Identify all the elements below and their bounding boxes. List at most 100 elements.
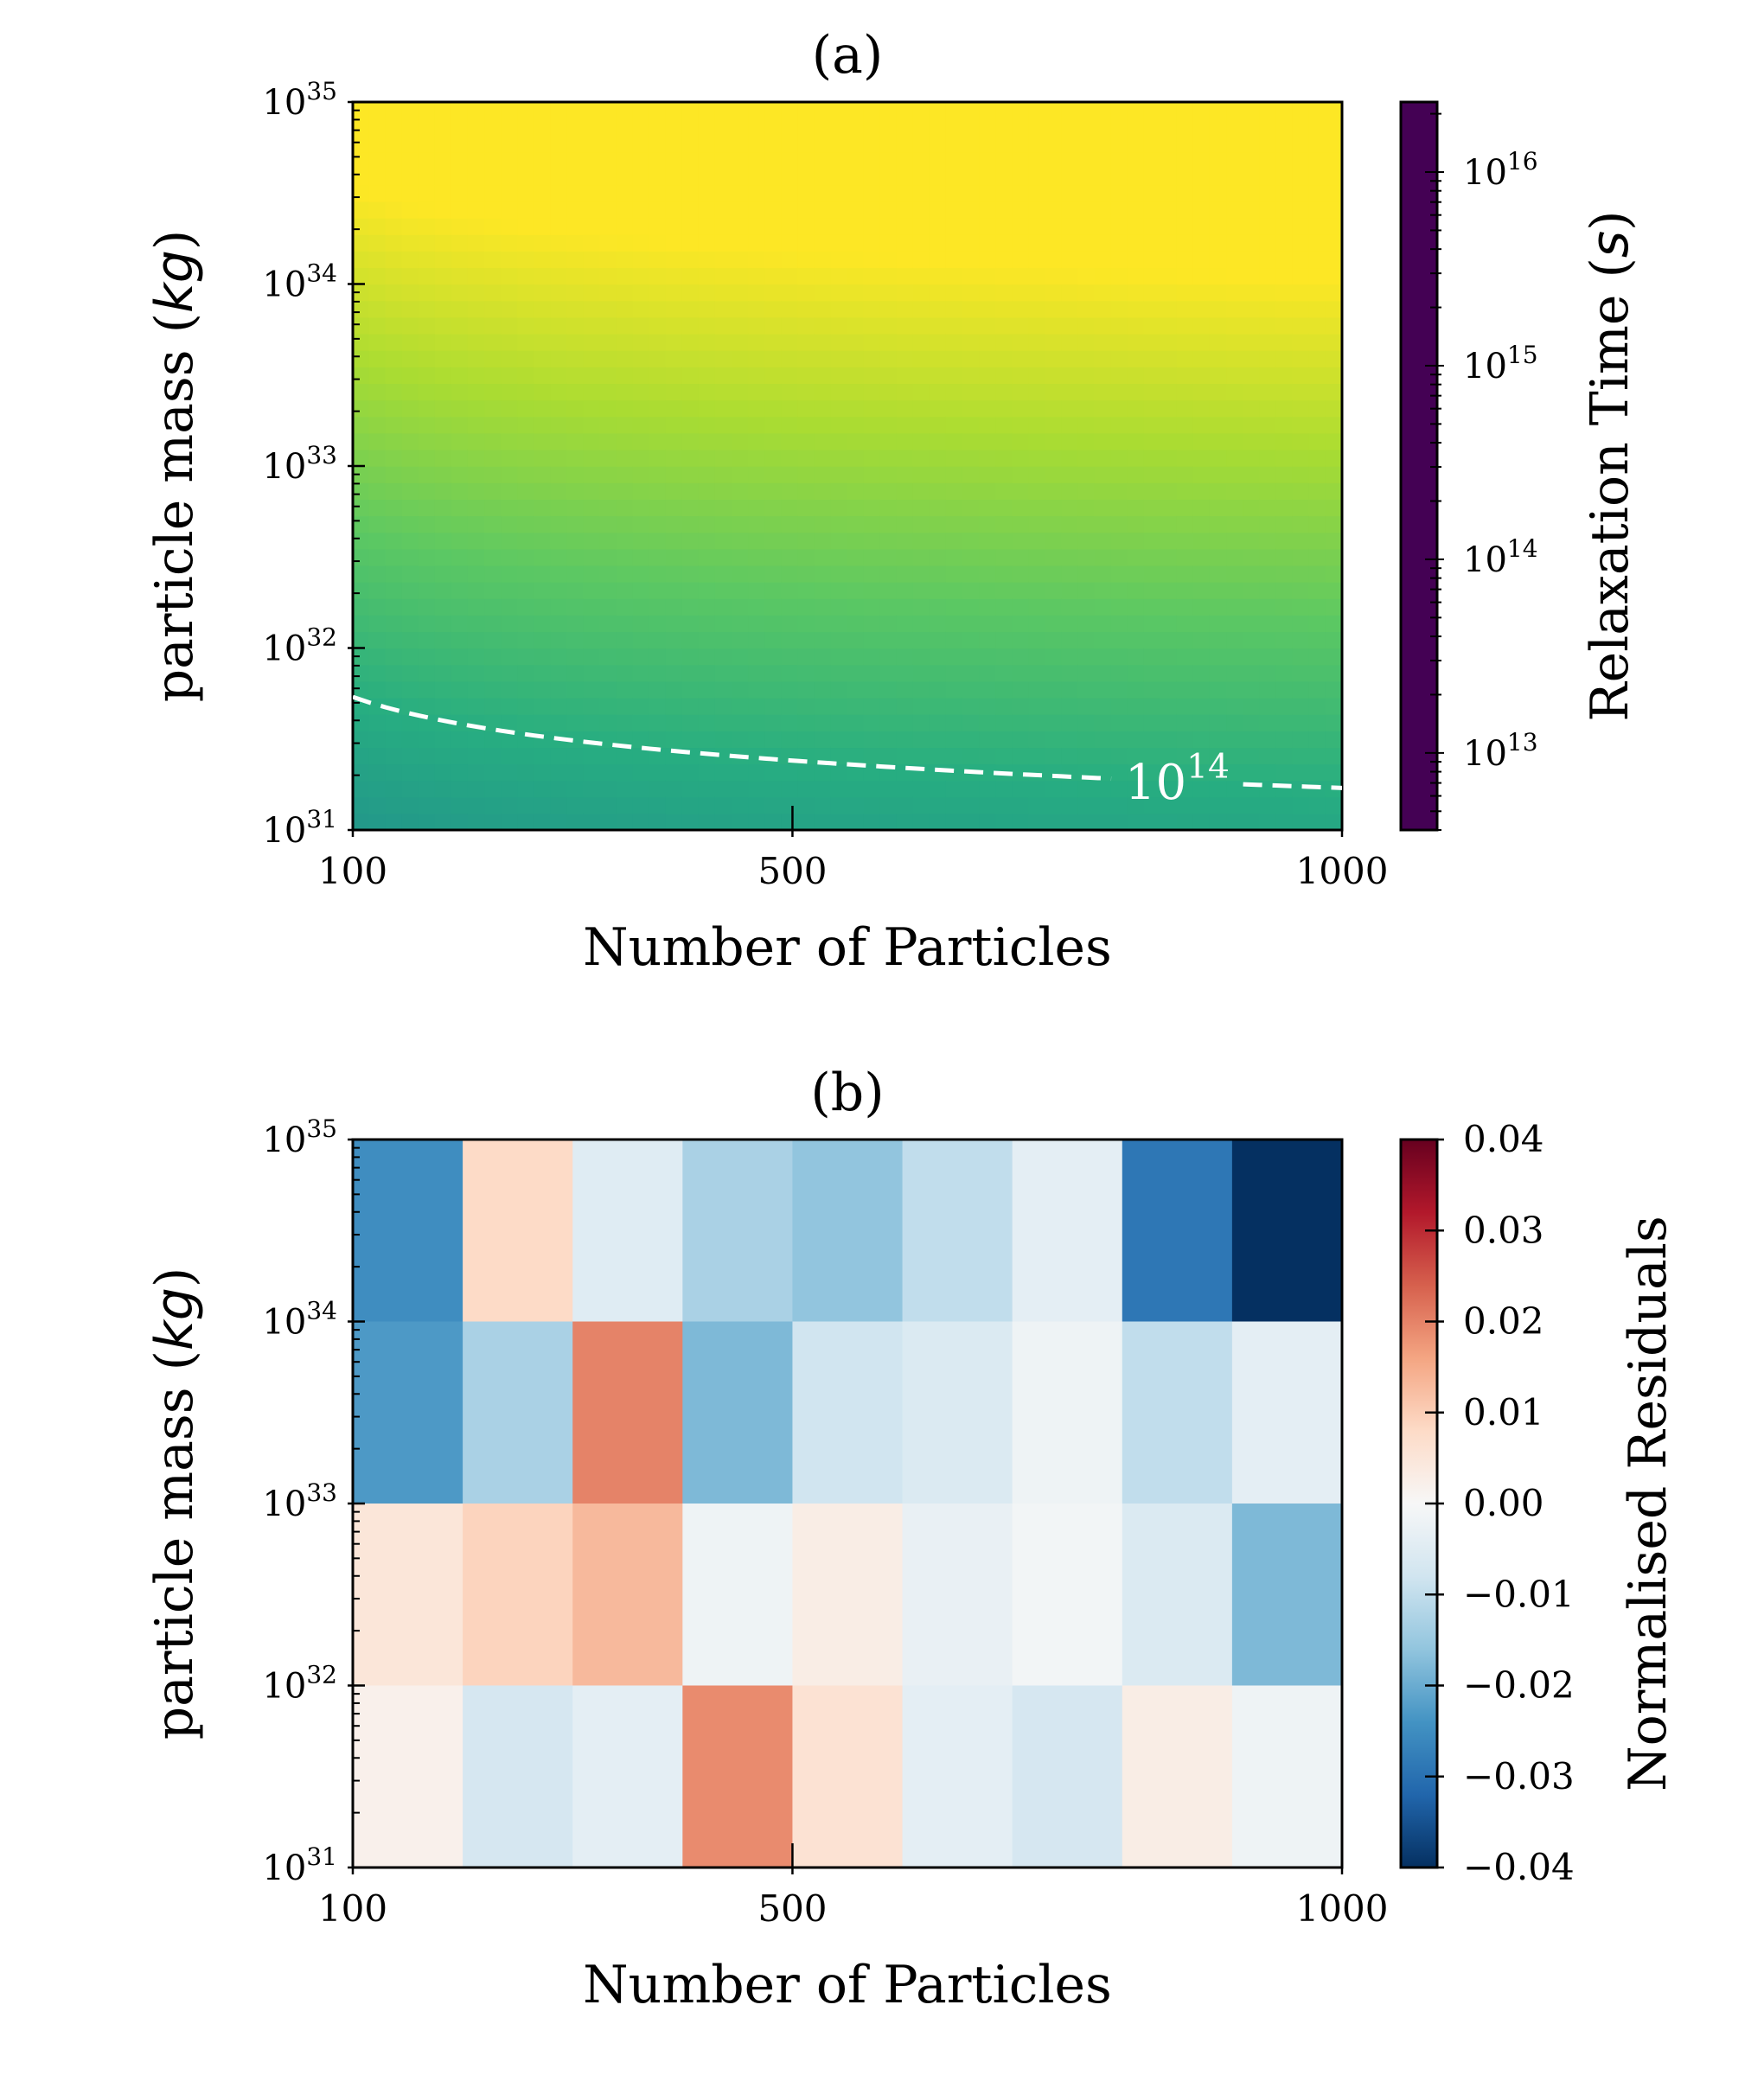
field-cell — [385, 746, 403, 765]
field-cell — [764, 680, 783, 699]
field-cell — [501, 597, 519, 616]
field-cell — [1308, 284, 1326, 302]
field-cell — [616, 498, 634, 517]
field-cell — [1209, 300, 1228, 318]
field-cell — [1028, 664, 1046, 682]
field-cell — [649, 581, 667, 599]
field-cell — [353, 465, 370, 483]
field-cell — [1259, 532, 1277, 550]
field-cell — [1127, 648, 1145, 666]
field-cell — [665, 630, 684, 649]
field-cell — [616, 217, 634, 235]
field-cell — [534, 746, 552, 765]
field-cell — [814, 581, 832, 599]
field-cell — [1160, 333, 1179, 351]
field-cell — [353, 565, 370, 583]
field-cell — [1209, 150, 1228, 169]
field-cell — [797, 548, 815, 566]
field-cell — [1127, 532, 1145, 550]
field-cell — [501, 333, 519, 351]
field-cell — [732, 498, 750, 517]
field-cell — [732, 399, 750, 418]
field-cell — [962, 366, 981, 385]
field-cell — [1176, 680, 1195, 699]
field-cell — [1325, 217, 1342, 235]
field-cell — [781, 565, 799, 583]
field-cell — [945, 730, 964, 749]
field-cell — [1243, 730, 1261, 749]
field-cell — [368, 366, 387, 385]
field-cell — [434, 416, 453, 434]
field-cell — [434, 102, 453, 119]
field-cell — [517, 796, 535, 814]
field-cell — [1077, 102, 1096, 119]
field-cell — [1061, 664, 1079, 682]
field-cell — [501, 201, 519, 219]
field-cell — [1292, 399, 1310, 418]
field-cell — [665, 780, 684, 798]
field-cell — [649, 813, 667, 830]
field-cell — [1226, 266, 1244, 285]
residual-cell — [682, 1685, 794, 1868]
field-cell — [566, 316, 585, 335]
field-cell — [847, 134, 865, 153]
field-cell — [534, 664, 552, 682]
field-cell — [681, 730, 700, 749]
field-cell — [501, 134, 519, 153]
field-cell — [912, 233, 931, 252]
field-cell — [616, 266, 634, 285]
field-cell — [484, 614, 502, 633]
field-cell — [1308, 102, 1326, 119]
field-cell — [385, 134, 403, 153]
field-cell — [764, 482, 783, 500]
field-cell — [1325, 432, 1342, 450]
field-cell — [748, 813, 766, 830]
field-cell — [1176, 482, 1195, 500]
field-cell — [1028, 730, 1046, 749]
colorbar-tick-label: 1016 — [1463, 147, 1538, 193]
field-cell — [1176, 514, 1195, 533]
field-cell — [1160, 796, 1179, 814]
field-cell — [1292, 233, 1310, 252]
field-cell — [1094, 118, 1112, 136]
field-cell — [534, 416, 552, 434]
field-cell — [979, 498, 997, 517]
field-cell — [698, 382, 717, 401]
field-cell — [732, 118, 750, 136]
field-cell — [418, 233, 437, 252]
field-cell — [1110, 233, 1128, 252]
field-cell — [781, 482, 799, 500]
field-cell — [1061, 250, 1079, 269]
field-cell — [1045, 614, 1063, 633]
field-cell — [1176, 813, 1195, 830]
field-cell — [1192, 102, 1211, 119]
field-cell — [896, 233, 914, 252]
field-cell — [1226, 250, 1244, 269]
field-cell — [418, 614, 437, 633]
field-cell — [632, 118, 650, 136]
x-tick-label: 1000 — [1296, 1887, 1389, 1930]
field-cell — [550, 432, 568, 450]
field-cell — [814, 532, 832, 550]
field-cell — [979, 630, 997, 649]
field-cell — [830, 102, 848, 119]
field-cell — [847, 449, 865, 467]
field-cell — [1192, 465, 1211, 483]
field-cell — [385, 233, 403, 252]
field-cell — [748, 763, 766, 782]
field-cell — [566, 118, 585, 136]
field-cell — [1127, 813, 1145, 830]
field-cell — [616, 614, 634, 633]
field-cell — [632, 201, 650, 219]
field-cell — [732, 763, 750, 782]
x-tick-label: 500 — [757, 1887, 827, 1930]
field-cell — [863, 150, 881, 169]
field-cell — [830, 713, 848, 731]
field-cell — [616, 630, 634, 649]
field-cell — [764, 730, 783, 749]
field-cell — [764, 150, 783, 169]
field-cell — [1192, 648, 1211, 666]
field-cell — [929, 150, 948, 169]
field-cell — [1308, 333, 1326, 351]
field-cell — [517, 266, 535, 285]
